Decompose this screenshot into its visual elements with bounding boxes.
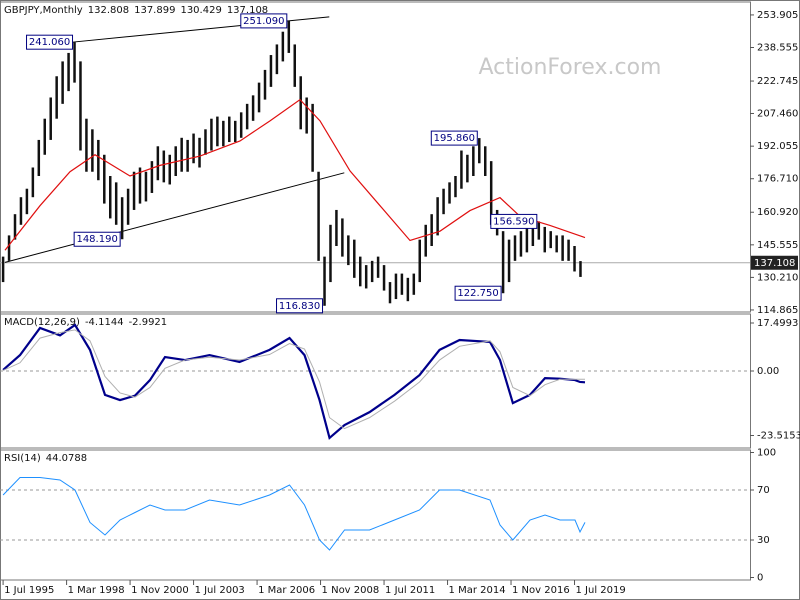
legend-text: 44.0788	[46, 453, 87, 464]
last-price-label: 137.108	[754, 258, 795, 269]
last-price-box	[751, 255, 798, 270]
legend-text: 137.899	[134, 5, 175, 16]
annotation-label: 251.090	[243, 16, 284, 27]
legend-text: 137.108	[227, 5, 268, 16]
legend-text: 130.429	[180, 5, 221, 16]
legend-text: GBPJPY,Monthly	[4, 5, 83, 16]
annotation-label: 156.590	[493, 216, 534, 227]
macd-line	[2, 329, 586, 430]
macd-line	[2, 323, 586, 440]
trendline	[4, 172, 345, 263]
y-tick-label: 0.00	[757, 366, 779, 377]
y-tick-label: 70	[757, 485, 770, 496]
y-tick-label: 176.710	[757, 174, 798, 185]
y-tick-label: 100	[757, 448, 776, 459]
annotation-label: 241.060	[29, 37, 70, 48]
annotation-box	[276, 298, 324, 314]
legend-text: 132.808	[88, 5, 129, 16]
x-tick-label: 1 Mar 1998	[68, 585, 125, 596]
legend-text: RSI(14)	[4, 453, 41, 464]
annotation-label: 122.750	[457, 288, 498, 299]
annotation-label: 195.860	[434, 133, 475, 144]
x-tick-label: 1 Nov 2016	[512, 585, 570, 596]
y-tick-label: -23.5153	[757, 431, 800, 442]
annotation-label: 148.190	[76, 234, 117, 245]
legend-text: -2.9921	[129, 317, 168, 328]
annotation-box	[73, 231, 121, 247]
annotation-box	[26, 34, 74, 50]
y-tick-label: 30	[757, 535, 770, 546]
annotation-label: 116.830	[279, 301, 320, 312]
x-tick-label: 1 Mar 2014	[449, 585, 506, 596]
price-panel	[0, 1, 751, 313]
y-tick-label: 114.865	[757, 305, 798, 316]
x-tick-label: 1 Nov 2000	[131, 585, 189, 596]
rsi-panel	[0, 449, 751, 581]
y-tick-label: 253.905	[757, 10, 798, 21]
x-tick-label: 1 Jul 1995	[4, 585, 54, 596]
watermark: ActionForex.com	[479, 55, 662, 80]
moving-average	[4, 98, 586, 251]
annotation-box	[490, 213, 538, 229]
legend-text: -4.1144	[85, 317, 124, 328]
macd-panel	[0, 313, 751, 449]
y-tick-label: 207.460	[757, 108, 798, 119]
x-tick-label: 1 Jul 2019	[576, 585, 626, 596]
y-tick-label: 130.210	[757, 272, 798, 283]
annotation-box	[454, 285, 502, 301]
y-tick-label: 222.745	[757, 76, 798, 87]
legend-text: MACD(12,26,9)	[4, 317, 80, 328]
y-tick-label: 145.555	[757, 240, 798, 251]
annotation-box	[430, 130, 478, 146]
y-tick-label: 17.4993	[757, 318, 798, 329]
x-tick-label: 1 Nov 2008	[322, 585, 380, 596]
y-tick-label: 160.920	[757, 207, 798, 218]
y-tick-label: 238.555	[757, 43, 798, 54]
x-tick-label: 1 Jul 2011	[385, 585, 435, 596]
annotation-box	[240, 13, 288, 29]
x-tick-label: 1 Mar 2006	[258, 585, 315, 596]
y-tick-label: 0	[757, 573, 763, 584]
rsi-line	[2, 477, 586, 551]
x-tick-label: 1 Jul 2003	[195, 585, 245, 596]
y-tick-label: 192.055	[757, 141, 798, 152]
